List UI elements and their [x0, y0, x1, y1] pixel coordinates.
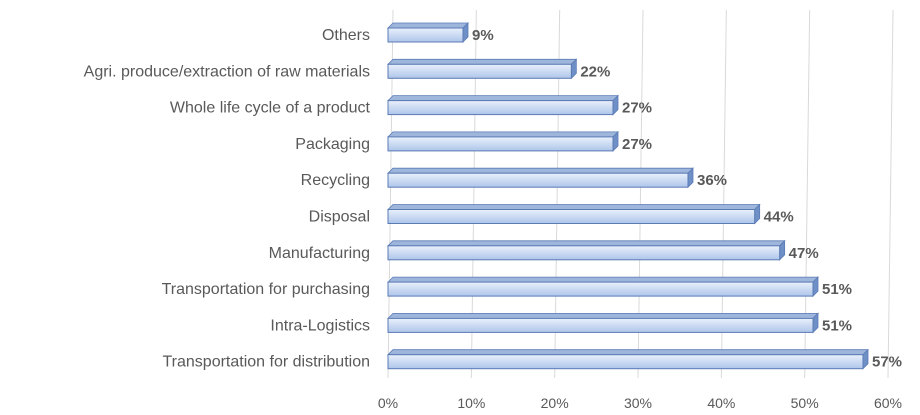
bar — [387, 348, 869, 370]
category-label: Disposal — [309, 209, 370, 226]
bars — [387, 22, 869, 370]
bar-top-face — [387, 22, 469, 29]
data-label: 27% — [622, 100, 652, 117]
bar-top-face — [387, 276, 819, 283]
category-labels: Others Agri. produce/extraction of raw ma… — [84, 27, 371, 371]
bar — [387, 167, 694, 189]
x-tick-label: 10% — [457, 395, 485, 411]
bar-top-face — [387, 58, 578, 65]
bar-front-face — [387, 281, 814, 297]
bar-front-face — [387, 354, 864, 370]
x-tick-label: 0% — [378, 395, 398, 411]
bar-top-face — [387, 167, 694, 174]
x-tick-label: 50% — [791, 395, 819, 411]
data-labels: 9% 22% 27% 27% 36% 44% 47% 51% 51% 57% — [472, 27, 902, 371]
data-label: 51% — [822, 317, 852, 334]
category-label: Packaging — [295, 136, 370, 153]
category-label: Others — [322, 27, 370, 44]
x-tick-label: 40% — [707, 395, 735, 411]
bar-front-face — [387, 172, 689, 188]
bar — [387, 94, 619, 116]
data-label: 44% — [764, 209, 794, 226]
bar-top-face — [387, 131, 619, 138]
bar-front-face — [387, 27, 464, 43]
bar-top-face — [387, 204, 761, 210]
bar — [387, 203, 761, 225]
data-label: 27% — [622, 136, 652, 153]
category-label: Recycling — [301, 172, 370, 189]
x-axis-tick-labels: 0% 10% 20% 30% 40% 50% 60% — [378, 395, 902, 411]
category-label: Transportation for purchasing — [162, 281, 370, 298]
bar-front-face — [387, 136, 614, 152]
bar-top-face — [387, 312, 819, 319]
category-label: Transportation for distribution — [162, 354, 370, 371]
bar-front-face — [387, 63, 572, 79]
data-label: 51% — [822, 281, 852, 298]
category-label: Whole life cycle of a product — [170, 100, 371, 117]
bar-front-face — [387, 100, 614, 116]
bar-front-face — [387, 245, 781, 261]
data-label: 22% — [580, 63, 610, 80]
bar — [387, 22, 469, 43]
category-label: Manufacturing — [269, 245, 370, 262]
data-label: 57% — [872, 354, 902, 371]
bar — [387, 239, 786, 261]
bar-front-face — [387, 317, 814, 333]
category-label: Intra-Logistics — [270, 317, 370, 334]
data-label: 9% — [472, 27, 494, 44]
bar-top-face — [387, 95, 619, 101]
data-label: 36% — [697, 172, 727, 189]
x-tick-label: 30% — [624, 395, 652, 411]
bar-top-face — [387, 349, 869, 356]
x-tick-label: 60% — [874, 395, 902, 411]
category-label: Agri. produce/extraction of raw material… — [84, 63, 370, 80]
bar — [387, 58, 578, 80]
bar-top-face — [387, 240, 786, 247]
bar — [387, 130, 619, 152]
data-label: 47% — [789, 245, 819, 262]
bar-front-face — [387, 209, 756, 224]
bar — [387, 312, 819, 334]
gridline — [887, 9, 894, 379]
x-tick-label: 20% — [541, 395, 569, 411]
bar — [387, 276, 819, 298]
